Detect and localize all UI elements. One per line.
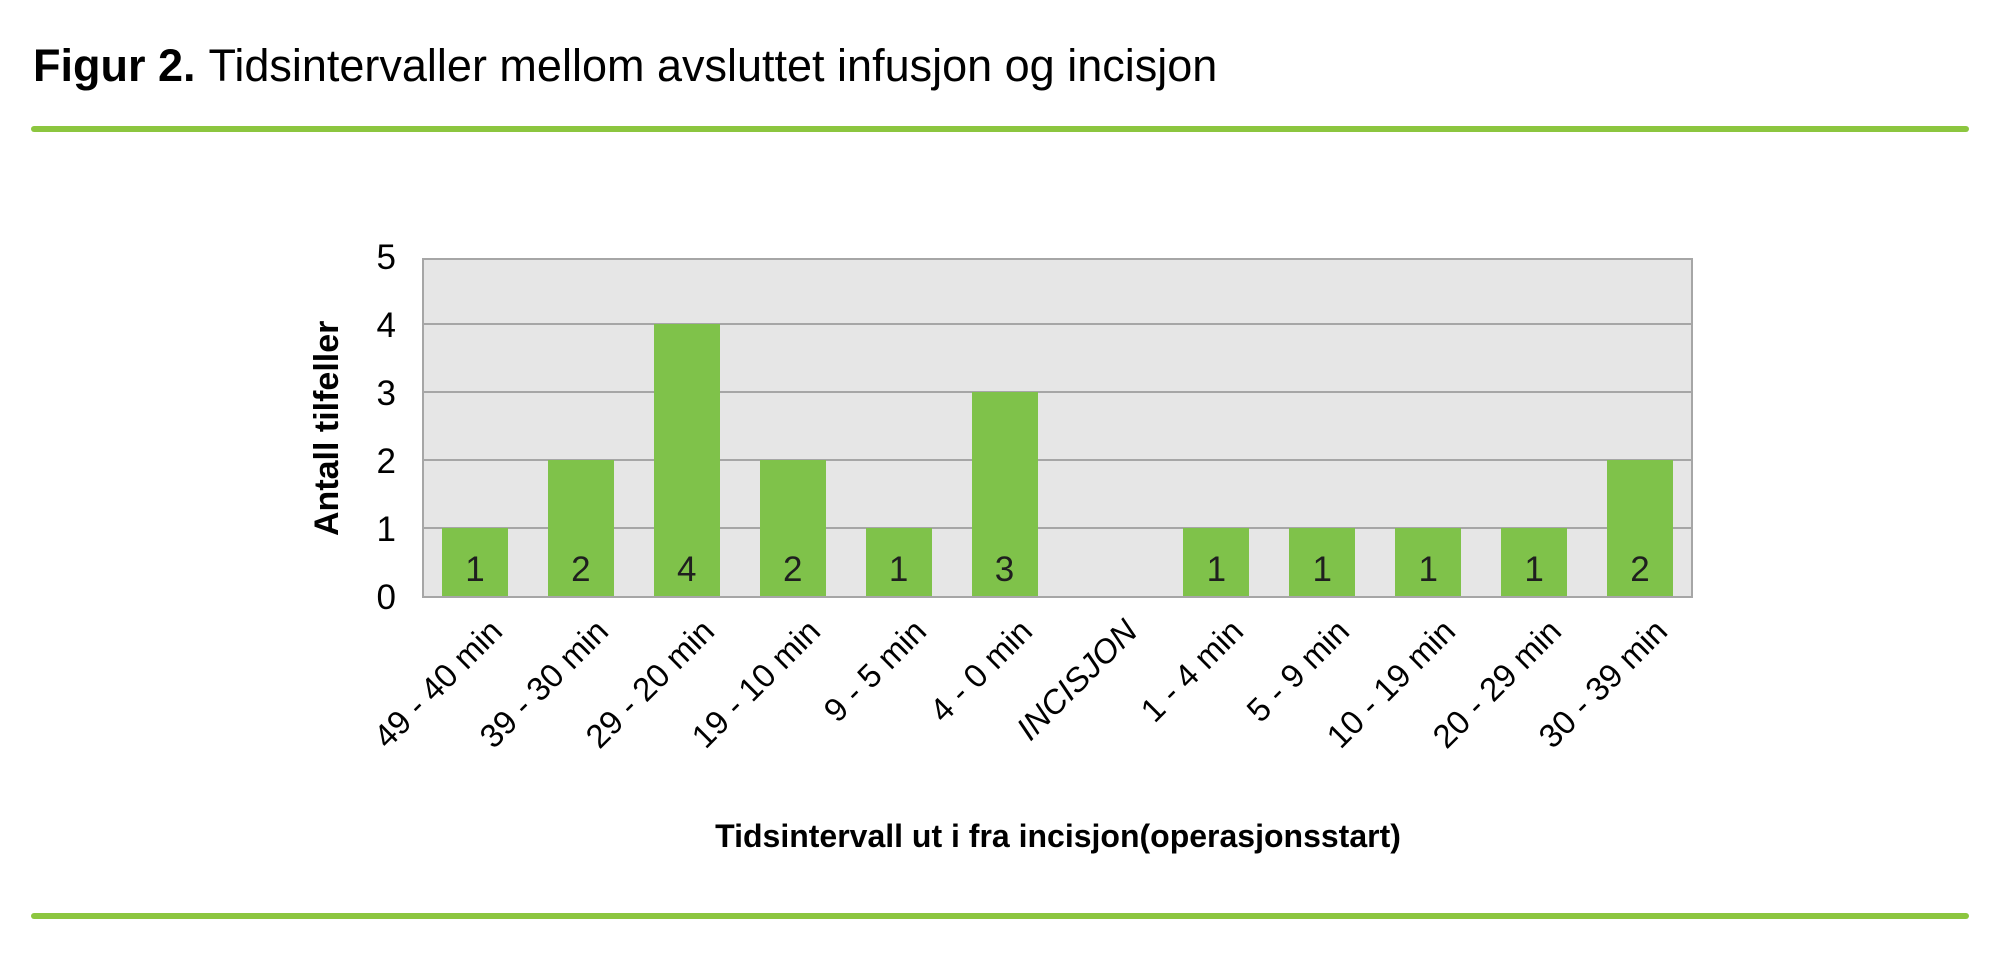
y-tick-label: 2 [376, 442, 396, 481]
bar: 4 [653, 324, 720, 596]
gridline [424, 391, 1691, 393]
bar-value-label: 2 [571, 550, 591, 589]
gridline [424, 459, 1691, 461]
bar: 2 [547, 460, 614, 596]
figure-title-text: Tidsintervaller mellom avsluttet infusjo… [208, 40, 1218, 91]
x-axis-title: Tidsintervall ut i fra incisjon(operasjo… [715, 818, 1401, 854]
bar-value-label: 4 [677, 550, 697, 589]
bar-value-label: 2 [1630, 550, 1650, 589]
bottom-divider-line [31, 913, 1969, 919]
figure-title-prefix: Figur 2. [33, 40, 196, 91]
gridline [424, 527, 1691, 529]
bar: 2 [759, 460, 826, 596]
bar: 1 [865, 528, 932, 596]
bar-value-label: 1 [1524, 550, 1544, 589]
bar-value-label: 1 [465, 550, 485, 589]
bar-value-label: 1 [1312, 550, 1333, 589]
bar: 1 [441, 528, 508, 596]
figure-title: Figur 2. Tidsintervaller mellom avsluttet… [33, 40, 1217, 92]
bar: 2 [1607, 460, 1674, 596]
bar: 1 [1289, 528, 1356, 596]
y-tick-label: 4 [376, 306, 396, 345]
y-tick-label: 5 [376, 238, 396, 277]
top-divider-line [31, 126, 1969, 132]
bar: 1 [1183, 528, 1250, 596]
bar: 1 [1395, 528, 1462, 596]
y-tick-label: 3 [376, 374, 396, 413]
bar-value-label: 1 [1418, 550, 1438, 589]
gridline [424, 323, 1691, 325]
bar: 1 [1501, 528, 1568, 596]
bar: 3 [971, 392, 1038, 596]
bar-value-label: 1 [1206, 550, 1227, 589]
bar-value-label: 1 [888, 550, 909, 589]
y-tick-label: 0 [376, 578, 396, 617]
y-tick-label: 1 [376, 510, 396, 549]
plot-area: 1 2 4 2 1 3 1 1 1 1 2 [422, 258, 1693, 598]
bar-value-label: 2 [782, 550, 803, 589]
bar-value-label: 3 [994, 550, 1015, 589]
